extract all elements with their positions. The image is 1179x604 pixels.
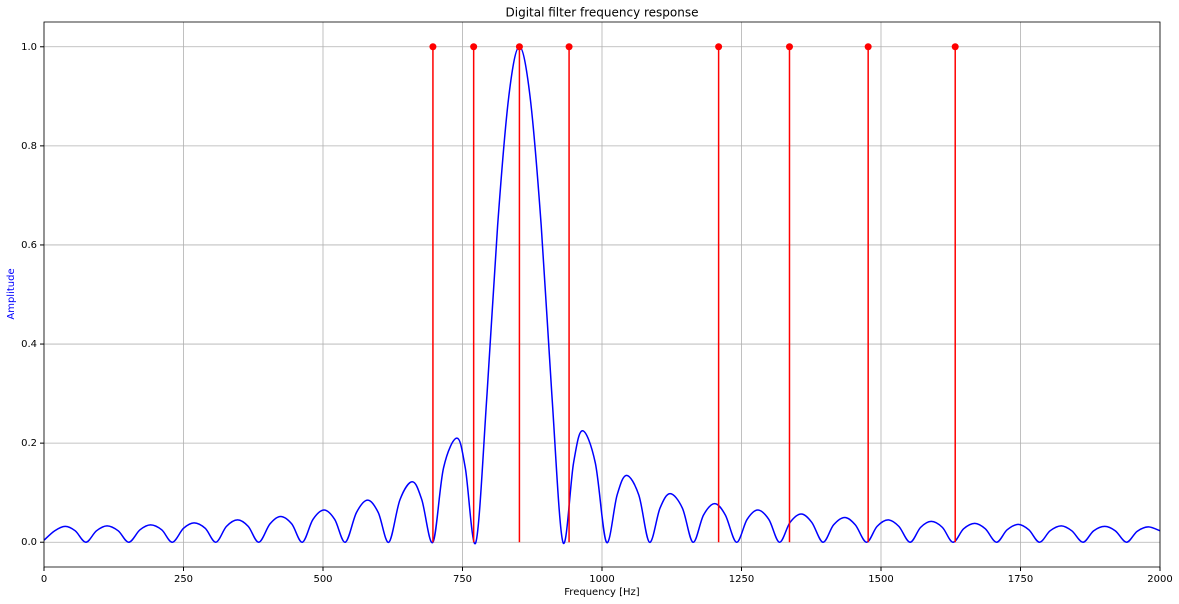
x-tick-label: 1500: [868, 574, 893, 585]
x-tick-label: 250: [174, 574, 193, 585]
stem-marker: [429, 43, 437, 51]
plot-frame: [43, 21, 1161, 568]
stem-marker: [715, 43, 723, 51]
x-tick-label: 2000: [1147, 574, 1172, 585]
x-tick-label: 500: [313, 574, 332, 585]
chart-title: Digital filter frequency response: [506, 6, 699, 20]
stem-marker: [515, 43, 523, 51]
y-tick-label: 0.0: [21, 537, 37, 548]
x-tick-label: 1000: [589, 574, 614, 585]
x-axis-label: Frequency [Hz]: [564, 587, 640, 598]
stem-marker: [470, 43, 478, 51]
stem-marker: [785, 43, 793, 51]
y-axis-label: Amplitude: [6, 268, 17, 319]
y-tick-label: 1.0: [21, 42, 37, 53]
y-tick-label: 0.8: [21, 141, 37, 152]
stem-marker: [565, 43, 573, 51]
stem-marker: [864, 43, 872, 51]
y-tick-label: 0.2: [21, 438, 37, 449]
x-tick-label: 1750: [1008, 574, 1033, 585]
y-tick-label: 0.6: [21, 240, 37, 251]
x-tick-label: 750: [453, 574, 472, 585]
y-tick-label: 0.4: [21, 339, 37, 350]
x-tick-label: 1250: [729, 574, 754, 585]
response-line: [43, 46, 1161, 545]
x-tick-label: 0: [41, 574, 47, 585]
stem-marker: [951, 43, 959, 51]
